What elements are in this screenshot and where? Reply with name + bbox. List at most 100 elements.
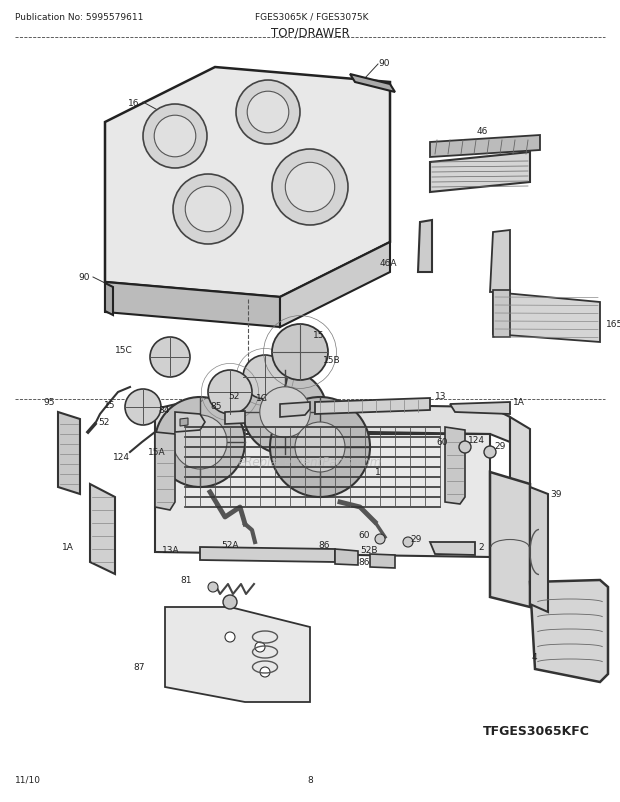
Polygon shape (450, 403, 510, 415)
Text: 90: 90 (78, 273, 89, 282)
Text: 52A: 52A (221, 540, 239, 549)
Text: 13A: 13A (162, 546, 180, 555)
Text: 15: 15 (313, 331, 324, 340)
Text: 52B: 52B (360, 546, 378, 555)
Text: 15A: 15A (148, 448, 166, 457)
Text: 11/10: 11/10 (15, 775, 41, 784)
Circle shape (295, 423, 345, 472)
Polygon shape (155, 435, 490, 557)
Polygon shape (430, 153, 530, 192)
Text: eReplacementParts.com: eReplacementParts.com (238, 456, 382, 469)
Polygon shape (530, 488, 548, 612)
Circle shape (272, 150, 348, 225)
Circle shape (260, 387, 310, 438)
Polygon shape (430, 136, 540, 158)
Circle shape (223, 595, 237, 610)
Polygon shape (370, 554, 395, 569)
Text: 86: 86 (358, 558, 370, 567)
Polygon shape (418, 221, 432, 273)
Text: 60: 60 (436, 438, 448, 447)
Text: 60: 60 (358, 531, 370, 540)
Text: 46A: 46A (379, 258, 397, 267)
Text: 8: 8 (307, 775, 313, 784)
Text: Publication No: 5995579611: Publication No: 5995579611 (15, 13, 143, 22)
Circle shape (185, 187, 231, 233)
Circle shape (243, 371, 327, 455)
Polygon shape (350, 75, 395, 93)
Circle shape (173, 415, 227, 469)
Circle shape (208, 371, 252, 415)
Polygon shape (90, 484, 115, 574)
Circle shape (285, 163, 335, 213)
Polygon shape (165, 607, 310, 702)
Circle shape (225, 632, 235, 642)
Polygon shape (175, 412, 205, 432)
Circle shape (173, 175, 243, 245)
Text: 13: 13 (435, 392, 446, 401)
Circle shape (243, 355, 287, 399)
Polygon shape (493, 293, 600, 342)
Text: 46: 46 (477, 127, 489, 136)
Text: 29: 29 (494, 442, 505, 451)
Polygon shape (180, 419, 188, 427)
Text: 81: 81 (180, 576, 192, 585)
Text: 124: 124 (113, 453, 130, 462)
Polygon shape (225, 411, 245, 424)
Polygon shape (445, 427, 465, 504)
Circle shape (484, 447, 496, 459)
Text: 39: 39 (550, 490, 562, 499)
Polygon shape (315, 399, 430, 415)
Polygon shape (200, 547, 335, 562)
Circle shape (260, 667, 270, 677)
Text: 1A: 1A (62, 543, 74, 552)
Circle shape (255, 642, 265, 652)
Circle shape (125, 390, 161, 426)
Circle shape (247, 92, 289, 134)
Polygon shape (490, 472, 530, 607)
Polygon shape (530, 581, 608, 683)
Polygon shape (105, 284, 113, 316)
Text: 90: 90 (378, 59, 389, 67)
Text: 29: 29 (410, 534, 422, 543)
Polygon shape (155, 403, 510, 443)
Text: 16: 16 (128, 99, 140, 107)
Circle shape (459, 441, 471, 453)
Polygon shape (510, 418, 530, 554)
Polygon shape (105, 282, 280, 327)
Text: 87: 87 (133, 662, 145, 671)
Text: FGES3065K / FGES3075K: FGES3065K / FGES3075K (255, 13, 368, 22)
Circle shape (154, 116, 196, 158)
Circle shape (272, 325, 328, 380)
Text: 52: 52 (229, 392, 240, 401)
Circle shape (403, 537, 413, 547)
Text: 15B: 15B (323, 356, 340, 365)
Circle shape (150, 338, 190, 378)
Text: 15C: 15C (115, 346, 133, 355)
Text: 84: 84 (159, 406, 170, 415)
Polygon shape (490, 231, 510, 293)
Text: 124: 124 (468, 436, 485, 445)
Circle shape (270, 398, 370, 497)
Text: 165: 165 (606, 320, 620, 329)
Circle shape (208, 582, 218, 592)
Polygon shape (58, 412, 80, 494)
Polygon shape (430, 542, 475, 555)
Text: 2: 2 (478, 543, 484, 552)
Text: 86: 86 (319, 540, 330, 549)
Circle shape (155, 398, 245, 488)
Text: 95: 95 (43, 398, 55, 407)
Polygon shape (493, 290, 510, 338)
Polygon shape (105, 68, 390, 298)
Text: 52: 52 (99, 418, 110, 427)
Text: 15: 15 (104, 401, 115, 410)
Polygon shape (280, 243, 390, 327)
Circle shape (236, 81, 300, 145)
Text: TFGES3065KFC: TFGES3065KFC (483, 724, 590, 737)
Text: 1C: 1C (256, 394, 268, 403)
Polygon shape (155, 432, 175, 510)
Polygon shape (280, 403, 310, 418)
Circle shape (143, 105, 207, 168)
Text: 1A: 1A (513, 398, 525, 407)
Polygon shape (335, 549, 358, 565)
Text: 4: 4 (531, 653, 537, 662)
